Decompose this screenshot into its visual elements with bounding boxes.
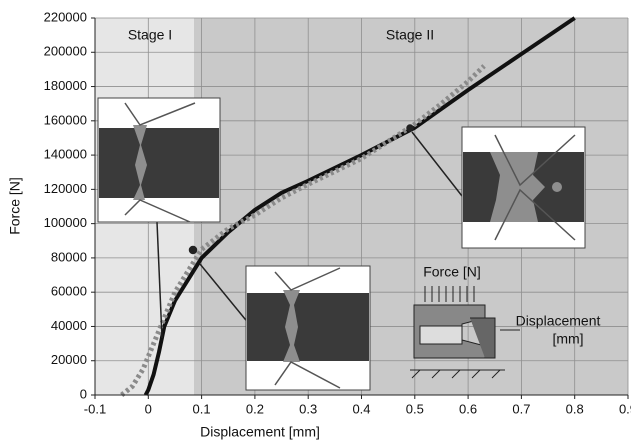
- y-axis-title: Force [N]: [7, 177, 23, 235]
- y-tick-label: 140000: [44, 147, 87, 162]
- inset-stage-two-late: [462, 127, 585, 248]
- y-tick-label: 160000: [44, 112, 87, 127]
- y-tick-label: 80000: [51, 249, 87, 264]
- annotation: Displacement: [516, 313, 601, 329]
- y-tick-label: 40000: [51, 318, 87, 333]
- annotation: Force [N]: [423, 264, 481, 280]
- x-tick-label: 0.5: [406, 401, 424, 416]
- x-tick-label: 0.9: [619, 401, 631, 416]
- inset-stage-one: [98, 98, 220, 222]
- chart: Stage I Stage II: [0, 0, 631, 444]
- y-tick-label: 220000: [44, 9, 87, 24]
- annotation: [mm]: [552, 331, 583, 347]
- x-tick-label: 0.8: [566, 401, 584, 416]
- y-tick-label: 120000: [44, 181, 87, 196]
- y-tick-label: 20000: [51, 352, 87, 367]
- y-tick-label: 100000: [44, 215, 87, 230]
- x-tick-label: -0.1: [84, 401, 106, 416]
- x-tick-label: 0.6: [459, 401, 477, 416]
- stage-label: Stage I: [128, 27, 172, 43]
- y-tick-label: 180000: [44, 78, 87, 93]
- inset-stage-two-early: [246, 266, 370, 390]
- x-tick-label: 0: [145, 401, 152, 416]
- x-tick-label: 0.4: [352, 401, 370, 416]
- y-tick-label: 0: [80, 386, 87, 401]
- y-tick-label: 60000: [51, 284, 87, 299]
- x-tick-label: 0.7: [512, 401, 530, 416]
- x-tick-label: 0.2: [246, 401, 264, 416]
- y-tick-label: 200000: [44, 44, 87, 59]
- x-axis-title: Displacement [mm]: [200, 424, 320, 440]
- x-tick-label: 0.1: [193, 401, 211, 416]
- stage-label: Stage II: [386, 27, 434, 43]
- x-tick-label: 0.3: [299, 401, 317, 416]
